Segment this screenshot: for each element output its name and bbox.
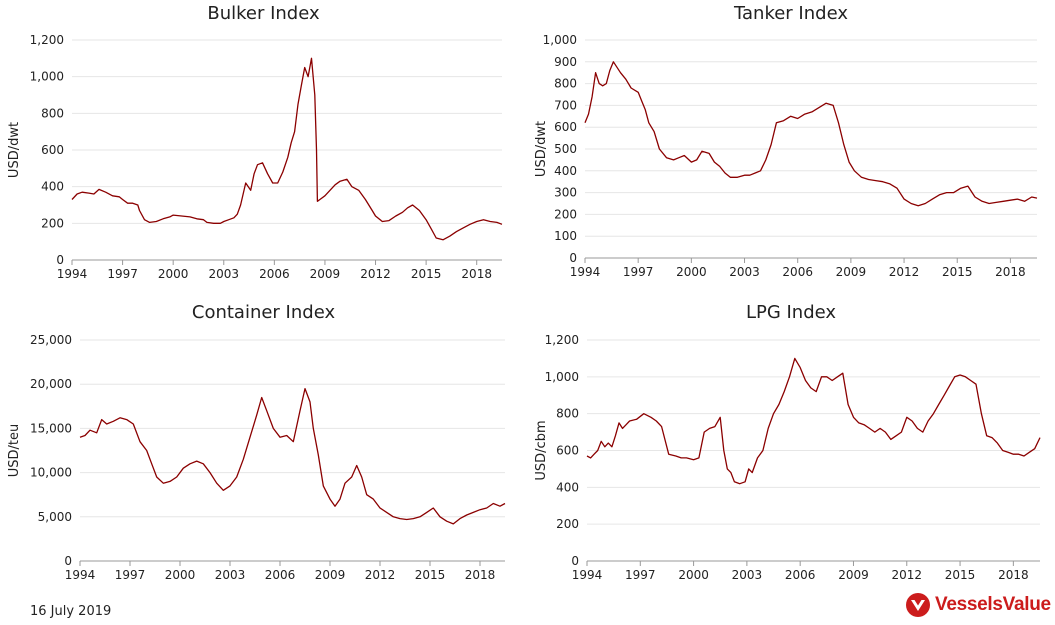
x-tick-label: 2003: [208, 267, 239, 281]
x-tick-label: 2009: [836, 265, 867, 279]
y-tick-label: 25,000: [30, 333, 72, 347]
y-tick-label: 1,000: [545, 370, 579, 384]
x-tick-label: 2015: [945, 568, 976, 582]
y-tick-label: 1,200: [545, 333, 579, 347]
brand-logo: VesselsValue: [905, 592, 1051, 618]
x-tick-label: 2003: [729, 265, 760, 279]
y-tick-label: 0: [64, 554, 72, 568]
y-tick-label: 600: [554, 120, 577, 134]
chart-title: LPG Index: [745, 302, 837, 323]
x-tick-label: 2018: [465, 568, 496, 582]
vesselsvalue-logo-icon: [906, 593, 930, 617]
x-tick-label: 1997: [115, 568, 146, 582]
chart-title: Container Index: [191, 302, 336, 323]
x-tick-label: 2018: [995, 265, 1026, 279]
bulker-index-chart: Bulker Index 0 200 400 600 800 1,000 1,200 1994…: [0, 0, 527, 300]
x-tick-label: 2018: [461, 267, 492, 281]
x-tick-label: 2015: [415, 568, 446, 582]
x-tick-label: 2009: [838, 568, 869, 582]
lpg-index-plot: 0 200 400 600 800 1,000 1,200 1994 1997 2000 2003 2…: [534, 333, 1041, 582]
x-tick-label: 2012: [365, 568, 396, 582]
chart-title: Bulker Index: [207, 3, 320, 24]
y-tick-label: 0: [569, 251, 577, 265]
y-tick-label: 0: [571, 554, 579, 568]
y-tick-label: 5,000: [38, 510, 72, 524]
x-tick-label: 2006: [782, 265, 813, 279]
y-axis-label: USD/teu: [7, 424, 22, 478]
container-index-chart: Container Index 0 5,000 10,000 15,000 20,000…: [0, 300, 527, 600]
y-tick-label: 800: [556, 407, 579, 421]
x-tick-label: 2006: [265, 568, 296, 582]
y-tick-label: 300: [554, 186, 577, 200]
y-tick-label: 800: [41, 106, 64, 120]
lpg-index-chart: LPG Index 0 200 400 600 800 1,000 1,200 1994 199…: [527, 300, 1055, 600]
x-tick-label: 1994: [57, 267, 88, 281]
x-tick-label: 2012: [889, 265, 920, 279]
tanker-index-chart: Tanker Index 0 100 200 300 400 500 600 700 800 90…: [527, 0, 1055, 300]
y-tick-label: 700: [554, 98, 577, 112]
x-tick-label: 2003: [215, 568, 246, 582]
x-tick-label: 1994: [570, 265, 601, 279]
y-axis-label: USD/dwt: [534, 121, 549, 177]
y-tick-label: 600: [556, 444, 579, 458]
y-axis-label: USD/cbm: [534, 420, 549, 480]
bulker-index-plot: 0 200 400 600 800 1,000 1,200 1994 1997 2000 2003 2…: [7, 33, 503, 281]
x-tick-label: 2012: [891, 568, 922, 582]
y-tick-label: 500: [554, 142, 577, 156]
x-tick-label: 2009: [315, 568, 346, 582]
y-tick-label: 1,000: [30, 70, 64, 84]
x-tick-label: 2006: [259, 267, 290, 281]
y-tick-label: 0: [56, 253, 64, 267]
x-tick-label: 2000: [678, 568, 709, 582]
brand-name: VesselsValue: [935, 594, 1051, 615]
x-tick-label: 1997: [625, 568, 656, 582]
y-tick-label: 1,200: [30, 33, 64, 47]
y-tick-label: 600: [41, 143, 64, 157]
y-tick-label: 100: [554, 229, 577, 243]
y-tick-label: 800: [554, 77, 577, 91]
x-tick-label: 2018: [998, 568, 1029, 582]
y-tick-label: 1,000: [543, 33, 577, 47]
series-line: [71, 57, 503, 241]
x-tick-label: 2003: [732, 568, 763, 582]
y-tick-label: 200: [556, 517, 579, 531]
y-tick-label: 400: [556, 480, 579, 494]
series-line: [586, 357, 1041, 485]
x-tick-label: 1994: [572, 568, 603, 582]
container-index-plot: 0 5,000 10,000 15,000 20,000 25,000 1994 1997 20…: [7, 333, 506, 582]
y-tick-label: 20,000: [30, 377, 72, 391]
y-tick-label: 200: [554, 207, 577, 221]
y-axis-label: USD/dwt: [7, 122, 22, 178]
x-tick-label: 2006: [785, 568, 816, 582]
x-tick-label: 2000: [676, 265, 707, 279]
x-tick-label: 1994: [65, 568, 96, 582]
series-line: [584, 61, 1038, 207]
tanker-index-plot: 0 100 200 300 400 500 600 700 800 900 1,000 1994 199…: [534, 33, 1038, 279]
x-tick-label: 2000: [158, 267, 189, 281]
y-tick-label: 10,000: [30, 466, 72, 480]
chart-title: Tanker Index: [734, 3, 848, 24]
series-line: [79, 387, 506, 525]
x-tick-label: 2015: [411, 267, 442, 281]
x-tick-label: 1997: [107, 267, 138, 281]
y-tick-label: 400: [554, 164, 577, 178]
x-tick-label: 2015: [942, 265, 973, 279]
x-tick-label: 2009: [310, 267, 341, 281]
y-tick-label: 900: [554, 55, 577, 69]
y-tick-label: 400: [41, 180, 64, 194]
report-date: 16 July 2019: [30, 604, 112, 619]
y-tick-label: 15,000: [30, 421, 72, 435]
x-tick-label: 1997: [623, 265, 654, 279]
y-tick-label: 200: [41, 216, 64, 230]
x-tick-label: 2012: [360, 267, 391, 281]
x-tick-label: 2000: [165, 568, 196, 582]
